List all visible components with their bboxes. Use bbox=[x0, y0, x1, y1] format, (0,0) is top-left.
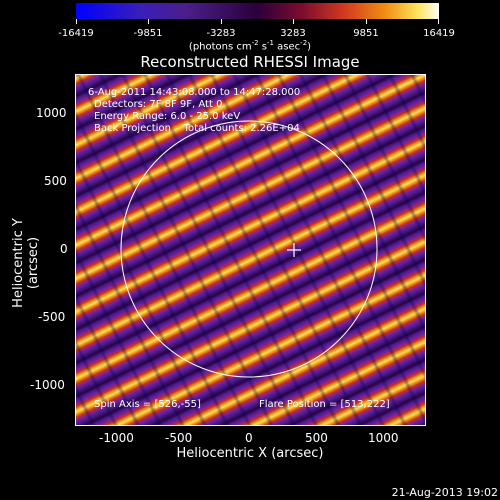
method-counts-text: Back Projection Total counts: 2.26E+04 bbox=[94, 123, 300, 134]
y-tick-label: 0 bbox=[60, 242, 68, 256]
colorbar-ticks bbox=[76, 19, 439, 24]
colorbar-tick-label: -16419 bbox=[58, 28, 94, 39]
x-tick-label: -500 bbox=[165, 431, 193, 445]
x-tick-label: 1000 bbox=[368, 431, 399, 445]
x-axis-label: Heliocentric X (arcsec) bbox=[176, 446, 324, 461]
colorbar bbox=[76, 3, 439, 19]
rhessi-image bbox=[75, 74, 426, 426]
time-range-text: 6-Aug-2011 14:43:08.000 to 14:47:28.000 bbox=[88, 87, 301, 98]
solar-limb-circle bbox=[120, 120, 378, 378]
detectors-text: Detectors: 7F 8F 9F, Att 0 bbox=[94, 99, 223, 110]
y-tick-label: -1000 bbox=[30, 378, 65, 392]
colorbar-tick-label: 9851 bbox=[353, 28, 379, 39]
y-axis-label: Heliocentric Y (arcsec) bbox=[11, 218, 41, 308]
image-title: Reconstructed RHESSI Image bbox=[140, 53, 360, 71]
spin-axis-text: Spin Axis = [526,-55] bbox=[94, 399, 201, 410]
overlay-svg bbox=[120, 120, 378, 378]
x-tick-label: -1000 bbox=[99, 431, 134, 445]
y-tick-label: -500 bbox=[38, 310, 66, 324]
flare-position-text: Flare Position = [513,222] bbox=[259, 399, 390, 410]
colorbar-tick-label: -3283 bbox=[206, 28, 236, 39]
plot-frame bbox=[75, 74, 426, 426]
x-tick-label: 500 bbox=[305, 431, 328, 445]
colorbar-tick-label: 3283 bbox=[280, 28, 306, 39]
colorbar-tick-label: 16419 bbox=[423, 28, 455, 39]
energy-range-text: Energy Range: 6.0 - 25.0 keV bbox=[94, 111, 241, 122]
y-tick-label: 500 bbox=[44, 174, 67, 188]
colorbar-units: (photons cm-2 s-1 asec-2) bbox=[188, 39, 312, 53]
y-tick-label: 1000 bbox=[36, 106, 67, 120]
x-tick-label: 0 bbox=[245, 431, 253, 445]
timestamp: 21-Aug-2013 19:02 bbox=[391, 486, 498, 499]
colorbar-tick-label: -9851 bbox=[133, 28, 163, 39]
